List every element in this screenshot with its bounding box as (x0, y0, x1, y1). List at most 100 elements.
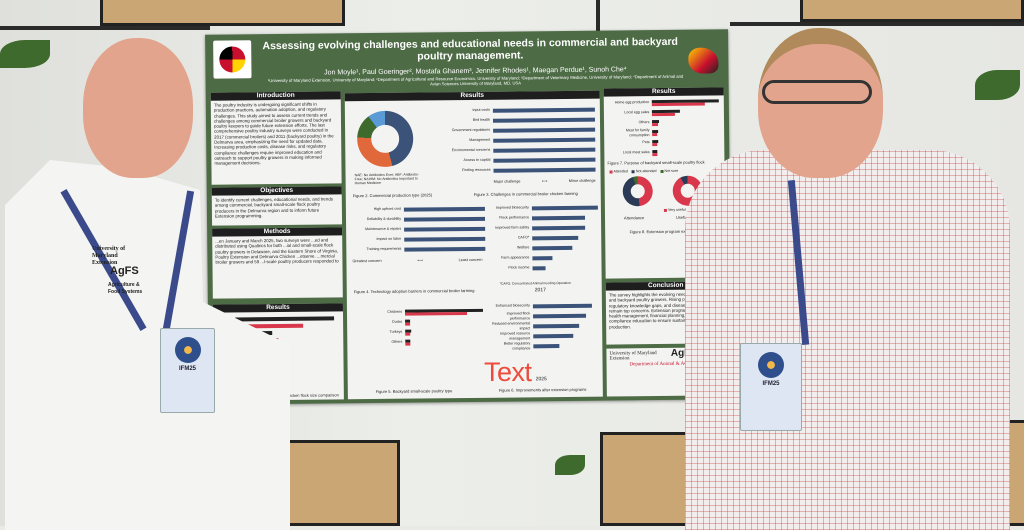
methods-section: Methods ...en January and March 2025, tw… (212, 227, 343, 299)
axis-arrow: ⟷ (417, 258, 423, 263)
bar-label: Meat for family consumption (625, 127, 650, 138)
shelf-frame (596, 0, 600, 40)
chart-bar (532, 225, 585, 231)
bar-label: Bird health (472, 118, 491, 123)
chart-bar (405, 332, 411, 336)
bar-label: Ducks (392, 320, 403, 325)
badge-text: IFM25 (178, 366, 196, 372)
legend-not-sure: Not sure (664, 169, 679, 174)
name-badge: IFM25 (160, 328, 215, 413)
shirt-logo-agfs-subtitle: Agriculture & Food Systems (108, 282, 143, 295)
chart-bar (404, 236, 486, 242)
chart-bar (493, 127, 596, 133)
chart-row: Training requirements (350, 244, 486, 255)
bar-label: CAFO* (517, 235, 530, 240)
bar-label: Environmental concerns (451, 148, 491, 153)
chart-bar (532, 245, 572, 251)
attendance-label: Attendance (623, 215, 645, 221)
chart-row: Better regulatory compliance (489, 341, 599, 352)
chart-bar (404, 312, 468, 316)
fig2-note: NAE: No Antibiotics Ever; ABF: Antibioti… (354, 172, 419, 186)
chart-row: Others (351, 337, 486, 348)
objectives-section: Objectives To identify current challenge… (211, 186, 343, 226)
umd-seal-logo (213, 40, 252, 79)
attendance-legend: Attended Not attended Not sure (607, 169, 679, 175)
chart-bar (652, 153, 657, 157)
name-badge: IFM25 (740, 343, 802, 431)
chart-row: Flock income (488, 263, 598, 274)
bar-label: Others (638, 120, 650, 125)
chart-bar (652, 143, 658, 147)
legend-very-useful: Very useful (667, 208, 686, 213)
poster-authors: Jon Moyle¹, Paul Goeringer², Mostafa Gha… (265, 66, 685, 88)
chart-bar (532, 256, 553, 261)
shelf-frame (0, 26, 210, 30)
bar-label: Flock income (508, 265, 530, 270)
bar-label: Flock performance (499, 215, 530, 221)
chart-bar (493, 157, 596, 163)
chart-bar (652, 123, 659, 127)
figure-caption: chicken flock size comparison (285, 392, 339, 398)
improvements-2017-chart: Improved biosecurity Flock performance Imp… (488, 203, 599, 274)
chart-bar (531, 205, 598, 211)
bar-label: Input costs (472, 108, 490, 113)
bar-label: Training requirements (366, 247, 402, 252)
results-heading: Results (344, 90, 600, 102)
improvements-2025-chart: Enhanced biosecurity Improved flock perfo… (489, 301, 600, 352)
chart-bar (532, 303, 593, 309)
bar-label: Home egg production (614, 100, 650, 105)
chart-bar (532, 235, 579, 241)
chart-row: Finding resources (425, 165, 596, 177)
flock-purpose-bar-chart: Home egg production Local egg sales Others… (604, 95, 725, 160)
year-label: 2025 (535, 376, 547, 383)
chart-bar (533, 313, 586, 319)
chart-bar (652, 102, 706, 107)
bar-label: Maintenance & repairs (365, 227, 402, 232)
bar-label: Better regulatory compliance (503, 341, 531, 351)
chart-bar (652, 133, 658, 137)
introduction-section: Introduction The poultry industry is und… (210, 91, 342, 185)
shirt-logo-umd-extension: University of Maryland Extension (92, 246, 126, 266)
challenges-bar-chart: Input costs Bird health Government regulat… (425, 105, 596, 177)
chart-bar (493, 147, 596, 153)
attendance-donut-chart (622, 176, 653, 207)
bar-label: Management (469, 138, 491, 143)
cafo-note: *CAFO: Concentrated Animal Feeding Opera… (499, 280, 571, 286)
objectives-text: To identify current challenges, educatio… (214, 196, 333, 219)
glasses (762, 80, 872, 104)
shelf-box (800, 0, 1024, 22)
axis-label-major-challenge: Major challenge (493, 179, 521, 184)
figure-caption: Figure 3. Challenges in commercial broil… (473, 190, 578, 197)
challenges-axis: Major challenge ⟷ Minor challenge (494, 179, 596, 185)
chart-bar (533, 333, 573, 339)
axis-label-minor-challenge: Minor challenge (568, 178, 596, 183)
poster-title: Assessing evolving challenges and educat… (262, 35, 678, 63)
poultry-type-bar-chart: Chickens Ducks Turkeys Others (351, 307, 486, 348)
chart-bar (404, 246, 486, 252)
chart-bar (493, 167, 596, 173)
chart-bar (404, 216, 486, 222)
bar-label: Pets (642, 140, 650, 145)
bar-label: Access to capital (463, 158, 491, 163)
plant-leaf (0, 40, 50, 68)
bar-label: Enhanced biosecurity (495, 303, 530, 309)
bar-label: Government regulations (451, 128, 491, 133)
bar-label: Turkeys (389, 330, 403, 335)
legend-not-attended: Not attended (635, 169, 657, 174)
technology-barriers-axis: Greatest concern ⟷ Least concern (352, 258, 482, 265)
badge-text: IFM25 (762, 381, 780, 387)
figure-caption: Figure 7. Purpose of backyard small-scal… (607, 159, 705, 166)
umd-extension-logo: University of Maryland Extension (609, 351, 657, 362)
plant-leaf (555, 455, 585, 475)
chart-bar (533, 323, 580, 329)
bar-label: Impact on labor (376, 237, 402, 242)
legend-attended: Attended (613, 169, 628, 174)
axis-label-least-concern: Least concern (458, 257, 483, 263)
overlay-text: Text (484, 357, 532, 387)
bar-label: Farm appearance (501, 255, 530, 261)
chart-bar (492, 117, 596, 123)
bar-label: Local meat sales (622, 150, 650, 155)
chart-bar (493, 137, 596, 143)
year-label: 2017 (534, 287, 546, 294)
maryland-rooster-logo (688, 47, 719, 74)
